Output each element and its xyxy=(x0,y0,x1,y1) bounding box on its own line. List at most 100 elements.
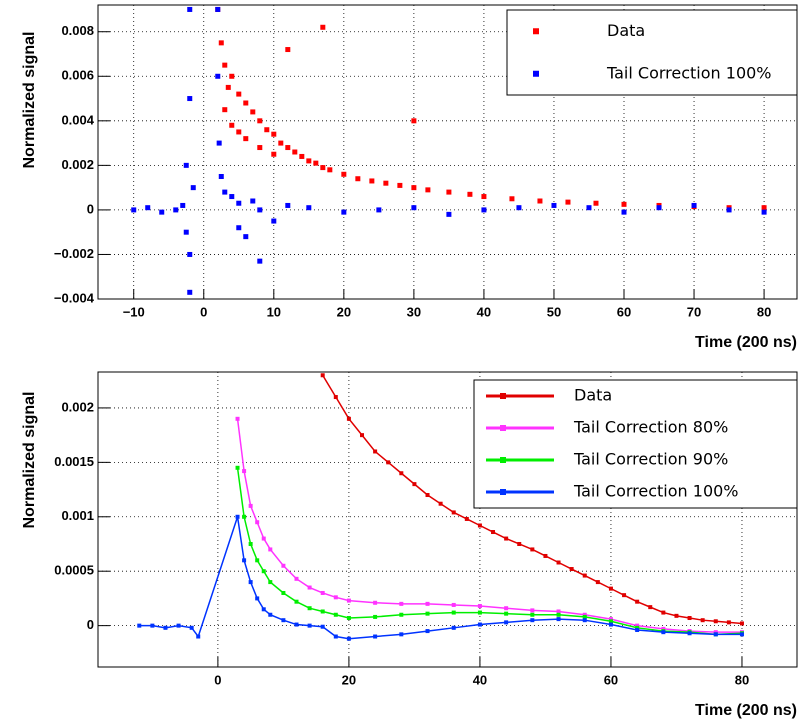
data-point xyxy=(196,634,201,639)
data-point xyxy=(341,209,347,215)
data-point xyxy=(635,599,640,604)
legend-box xyxy=(473,379,798,509)
data-point xyxy=(225,84,231,90)
data-point xyxy=(281,618,286,623)
legend-label: Tail Correction 80% xyxy=(573,418,728,437)
data-point xyxy=(656,205,662,211)
data-point xyxy=(621,209,627,215)
data-point xyxy=(373,614,378,619)
data-point xyxy=(255,520,260,525)
legend-marker xyxy=(500,425,506,431)
data-point xyxy=(556,560,561,565)
data-point xyxy=(187,6,193,12)
data-point xyxy=(187,96,193,102)
y-axis-title: Normalized signal xyxy=(21,32,38,169)
data-point xyxy=(687,616,692,621)
data-point xyxy=(180,202,186,208)
data-point xyxy=(661,626,666,631)
data-point xyxy=(425,493,430,498)
data-point xyxy=(399,612,404,617)
data-point xyxy=(346,616,351,621)
data-point xyxy=(425,601,430,606)
data-point xyxy=(248,580,253,585)
data-point xyxy=(383,180,389,186)
data-point xyxy=(281,563,286,568)
y-tick-label: −0.004 xyxy=(54,290,95,305)
data-point xyxy=(346,598,351,603)
legend-label: Data xyxy=(574,386,612,405)
data-point xyxy=(320,165,326,171)
x-tick-label: 60 xyxy=(617,304,631,319)
data-point xyxy=(504,620,509,625)
x-axis-title: Time (200 ns) xyxy=(695,702,797,719)
data-point xyxy=(687,631,692,636)
data-point xyxy=(451,510,456,515)
y-tick-label: 0.004 xyxy=(61,112,94,127)
data-point xyxy=(556,612,561,617)
data-point xyxy=(346,636,351,641)
data-point xyxy=(464,516,469,521)
y-tick-label: 0.001 xyxy=(61,508,94,523)
data-point xyxy=(438,501,443,506)
data-point xyxy=(530,612,535,617)
x-tick-label: 0 xyxy=(200,304,207,319)
data-point xyxy=(189,625,194,630)
data-point xyxy=(299,153,305,159)
data-point xyxy=(187,289,193,295)
data-point xyxy=(635,623,640,628)
legend-label: Data xyxy=(607,21,645,40)
data-point xyxy=(586,205,592,211)
data-point xyxy=(761,205,767,211)
data-point xyxy=(425,611,430,616)
data-point xyxy=(635,625,640,630)
data-point xyxy=(257,258,263,264)
legend-box xyxy=(506,9,798,96)
data-point xyxy=(376,207,382,213)
data-point xyxy=(320,590,325,595)
data-point xyxy=(516,205,522,211)
x-tick-label: 40 xyxy=(473,672,487,687)
data-point xyxy=(582,614,587,619)
data-point xyxy=(739,621,744,626)
data-point xyxy=(411,205,417,211)
data-point xyxy=(477,523,482,528)
legend-label: Tail Correction 100% xyxy=(606,63,772,82)
data-point xyxy=(386,460,391,465)
data-point xyxy=(360,433,365,438)
data-point xyxy=(761,209,767,215)
data-point xyxy=(333,395,338,400)
x-tick-label: 20 xyxy=(337,304,351,319)
data-point xyxy=(222,62,228,68)
data-point xyxy=(608,586,613,591)
data-point xyxy=(257,145,263,151)
x-tick-label: 20 xyxy=(342,672,356,687)
data-point xyxy=(242,469,247,474)
data-point xyxy=(713,632,718,637)
legend-marker xyxy=(500,489,506,495)
data-point xyxy=(477,610,482,615)
data-point xyxy=(235,416,240,421)
data-point xyxy=(271,151,277,157)
data-point xyxy=(294,599,299,604)
data-point xyxy=(271,131,277,137)
data-point xyxy=(451,625,456,630)
data-point xyxy=(250,198,256,204)
x-tick-label: 10 xyxy=(267,304,281,319)
legend-marker xyxy=(533,70,539,77)
data-point xyxy=(556,617,561,622)
data-point xyxy=(481,207,487,213)
data-point xyxy=(504,536,509,541)
data-point xyxy=(235,465,240,470)
data-point xyxy=(582,612,587,617)
data-point xyxy=(236,129,242,135)
data-point xyxy=(173,207,179,213)
y-tick-label: 0 xyxy=(87,617,94,632)
data-point xyxy=(294,576,299,581)
data-point xyxy=(477,622,482,627)
data-point xyxy=(292,149,298,155)
legend-marker xyxy=(500,393,506,399)
plot-frame xyxy=(97,4,798,300)
y-tick-label: 0.0005 xyxy=(54,563,94,578)
data-point xyxy=(320,373,325,378)
data-point xyxy=(593,200,599,206)
